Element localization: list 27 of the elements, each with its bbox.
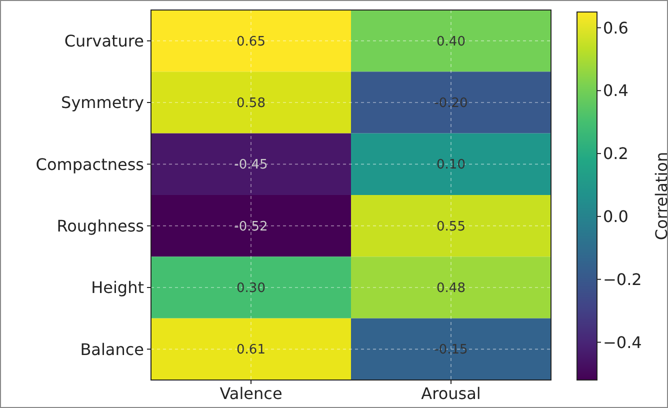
data-label: 0.58 xyxy=(236,96,266,112)
color-bar-label: 0.0 xyxy=(603,207,628,226)
data-label: 0.10 xyxy=(436,158,466,173)
y-tick-label: Compactness xyxy=(36,154,144,174)
y-tick-label: Height xyxy=(91,278,144,298)
color-bar-label: 0.6 xyxy=(603,18,628,38)
data-label: -0.45 xyxy=(234,158,268,173)
y-tick-label: Curvature xyxy=(64,31,144,50)
y-tick-label: Balance xyxy=(80,340,144,359)
color-bar-label: 0.4 xyxy=(603,81,628,100)
data-label: 0.55 xyxy=(436,219,466,234)
color-bar-label: −0.4 xyxy=(603,332,642,352)
data-label: -0.20 xyxy=(434,96,468,112)
x-tick-label: Valence xyxy=(220,384,282,403)
data-label: 0.48 xyxy=(436,281,466,296)
y-tick-label: Symmetry xyxy=(61,93,144,112)
data-label: 0.65 xyxy=(236,34,266,50)
data-label: 0.40 xyxy=(436,34,466,50)
color-bar-label: −0.2 xyxy=(603,270,642,289)
x-tick-label: Arousal xyxy=(421,384,481,403)
y-tick-label: Roughness xyxy=(56,216,144,236)
data-label: -0.52 xyxy=(234,219,268,234)
data-label: -0.15 xyxy=(434,342,468,358)
color-bar-label: 0.2 xyxy=(603,144,628,164)
data-label: 0.30 xyxy=(236,281,266,296)
color-bar-title: Correlation xyxy=(652,152,668,240)
data-label: 0.61 xyxy=(236,342,266,358)
